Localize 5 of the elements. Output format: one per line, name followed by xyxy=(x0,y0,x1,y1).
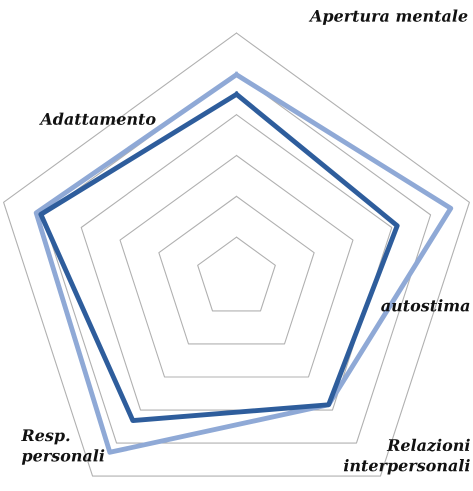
spoke-label: Adattamento xyxy=(39,112,156,125)
spoke-label: Apertura mentale xyxy=(308,9,468,25)
spoke-label: autostima xyxy=(381,299,470,312)
spoke-label: Resp. personali xyxy=(21,429,104,465)
spoke-label: Relazioni interpersonali xyxy=(344,438,470,475)
